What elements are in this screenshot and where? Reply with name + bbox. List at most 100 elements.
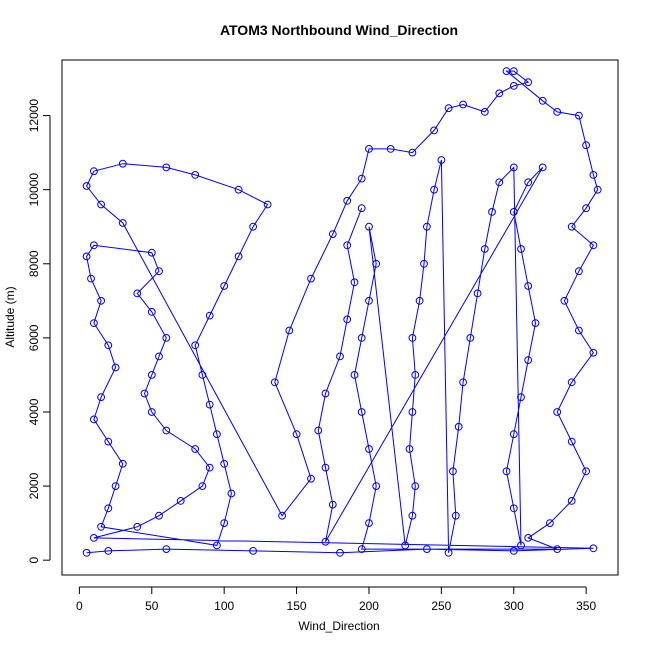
series-lines [86, 70, 599, 554]
data-point [162, 334, 171, 342]
data-point [198, 371, 207, 379]
data-point [567, 378, 576, 387]
data-point [191, 341, 200, 350]
chart-title: ATOM3 Northbound Wind_Direction [220, 22, 458, 38]
data-point [589, 171, 598, 179]
x-tick-label: 50 [145, 599, 159, 613]
data-point [567, 222, 576, 231]
data-point [118, 459, 127, 468]
data-point [104, 341, 113, 350]
y-tick-label: 8000 [27, 250, 41, 277]
y-axis: 0 2000 4000 6000 8000 10000 12000 [27, 99, 51, 564]
data-point [444, 548, 453, 557]
data-point [444, 104, 453, 113]
data-point [90, 241, 98, 250]
data-point [509, 504, 518, 513]
data-point [176, 497, 185, 505]
data-point [111, 482, 120, 491]
data-point [227, 489, 236, 498]
data-point [104, 547, 113, 555]
data-point [307, 474, 315, 483]
data-point [531, 319, 540, 328]
data-point [198, 482, 207, 491]
data-point [343, 196, 352, 205]
data-point [509, 163, 518, 172]
data-point [343, 315, 352, 324]
x-axis: 0 50 100 150 200 250 300 350 [76, 586, 596, 613]
data-point [567, 437, 576, 446]
data-point [205, 463, 214, 472]
data-point [372, 482, 381, 491]
data-point [234, 252, 243, 261]
data-point [459, 100, 468, 109]
data-point [97, 200, 105, 209]
data-point [111, 363, 120, 372]
data-point [509, 430, 518, 439]
data-point [365, 222, 373, 231]
data-point [524, 356, 533, 365]
data-point [350, 278, 359, 287]
data-point [567, 497, 576, 505]
data-point [524, 534, 533, 542]
data-point [343, 241, 352, 250]
data-point [278, 511, 287, 520]
data-point [357, 334, 366, 342]
data-point [509, 547, 518, 555]
data-point [502, 467, 511, 476]
data-point [517, 541, 525, 550]
data-point [82, 182, 91, 190]
data-point [220, 519, 229, 527]
data-point [162, 426, 171, 435]
data-point [466, 334, 475, 342]
data-point [263, 200, 272, 209]
data-point [140, 389, 149, 398]
data-point [270, 378, 279, 387]
plot-area [82, 67, 602, 557]
data-point [357, 408, 366, 416]
data-point [480, 245, 489, 253]
data-point [147, 308, 156, 316]
data-point [97, 522, 105, 531]
data-point [415, 296, 424, 305]
data-point [589, 348, 598, 357]
data-point [405, 445, 414, 453]
data-point [249, 547, 258, 555]
data-point [249, 222, 258, 231]
data-point [336, 352, 344, 361]
data-point [90, 167, 98, 176]
data-point [365, 519, 373, 527]
data-point [357, 174, 366, 183]
data-point [546, 519, 554, 527]
x-tick-label: 100 [214, 599, 234, 613]
data-point [420, 259, 428, 268]
data-point [365, 445, 373, 453]
data-point [553, 545, 562, 553]
data-point [408, 511, 417, 520]
x-tick-label: 150 [287, 599, 307, 613]
x-tick-label: 250 [431, 599, 451, 613]
data-point [408, 408, 417, 416]
data-point [524, 282, 533, 290]
data-point [307, 274, 315, 283]
data-point [408, 334, 417, 342]
data-point [423, 222, 431, 231]
data-point [328, 230, 337, 239]
data-point [386, 145, 395, 153]
data-point [454, 422, 463, 431]
y-tick-label: 2000 [27, 472, 41, 499]
data-point [191, 171, 200, 179]
data-point [162, 545, 171, 553]
data-point [82, 252, 91, 261]
data-point [321, 537, 330, 546]
data-point [321, 463, 330, 472]
data-point [87, 274, 95, 283]
series-points [82, 67, 602, 557]
data-point [220, 459, 229, 468]
data-point [517, 245, 525, 253]
data-point [97, 296, 105, 305]
data-point [292, 430, 301, 439]
data-point [411, 482, 420, 491]
data-point [155, 352, 163, 361]
data-point [118, 159, 127, 168]
data-point [90, 415, 98, 424]
